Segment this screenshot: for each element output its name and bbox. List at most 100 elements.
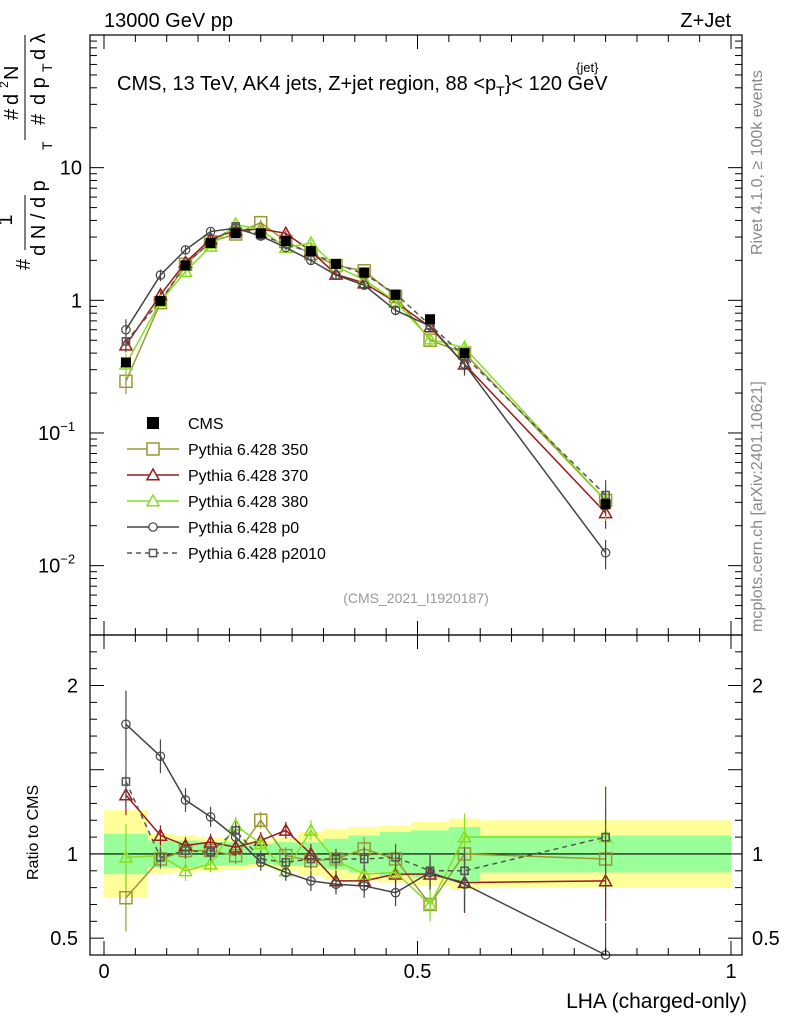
data-point [390,887,401,898]
x-tick-label: 1 [725,961,736,983]
svg-text:#: # [13,258,35,270]
series-line [125,227,607,554]
ratio-plot-area [90,690,742,960]
legend-label: Pythia 6.428 370 [188,468,308,485]
main-y-axis-label: # 1 d N / d p T # d 2 N # d p T d λ [0,33,55,270]
legend-entry: CMS [147,416,224,433]
data-point [253,836,269,850]
legend-label: Pythia 6.428 350 [188,442,308,459]
legend: CMS Pythia 6.428 350 Pythia 6.428 370 Pythi… [127,416,326,563]
ratio-y-tick-label: 2 [67,676,78,698]
cms-data-point [359,267,370,278]
data-point [119,890,133,905]
svg-text:d N / d p: d N / d p [28,180,50,256]
ratio-y-axis-label: Ratio to CMS [25,785,42,880]
data-point [390,305,401,316]
main-title: CMS, 13 TeV, AK4 jets, Z+jet region, 88 … [117,73,608,99]
y-tick-label: 1 [71,290,82,312]
data-point [601,832,610,842]
data-point [425,866,435,876]
legend-entry: Pythia 6.428 p2010 [127,546,326,563]
data-point [254,813,268,828]
legend-label: CMS [188,416,224,433]
x-tick-label: 0.5 [404,961,432,983]
cms-data-point [330,258,341,269]
ratio-y-tick-label-right: 2 [752,676,763,698]
data-point [228,839,243,853]
cms-data-point [205,238,216,249]
data-point [181,846,190,855]
axes: 10−2 10−1 1 10 0.5 0.5 1 1 2 2 0 0.5 1 [38,34,780,983]
data-point [121,777,131,786]
data-point [156,852,165,862]
data-point [180,245,191,255]
energy-label: 13000 GeV pp [104,10,233,32]
title-sup: {jet} [576,60,599,75]
legend-label: Pythia 6.428 p0 [188,520,299,537]
data-point [359,280,370,291]
svg-text:N: N [1,66,23,80]
mcplots-label: mcplots.cern.ch [arXiv:2401.10621] [749,381,766,632]
data-point [155,270,166,280]
title-tail: }< 120 GeV [505,73,609,95]
cms-data-point [280,235,291,246]
cms-data-point [180,260,191,271]
cms-data-point [255,228,266,239]
svg-text:d: d [1,94,23,105]
cms-data-point [390,289,401,300]
data-point [121,719,131,730]
legend-entry: Pythia 6.428 350 [127,442,308,459]
data-point [331,270,341,280]
svg-text:d p: d p [28,77,50,105]
ratio-y-tick-label: 1 [67,844,78,866]
data-point [359,854,369,864]
legend-entry: Pythia 6.428 p0 [127,520,299,537]
cms-data-point [425,314,436,325]
series-line [125,223,607,501]
data-point [460,866,469,876]
data-point [331,879,341,890]
data-point [422,896,438,911]
data-point [203,856,218,870]
data-point [206,847,215,857]
data-point [306,854,316,864]
svg-text:1: 1 [0,214,17,225]
data-point [121,337,131,346]
data-point [153,827,168,841]
data-point [145,467,161,481]
cms-data-point [600,499,611,510]
data-point [256,854,266,864]
data-point [205,812,216,822]
data-point [178,263,193,278]
legend-marker [147,417,159,429]
data-point [388,864,403,879]
cms-data-point [155,295,166,306]
data-point [278,822,294,836]
y-tick-label: 10−1 [38,419,75,445]
ratio-y-tick-label-right: 1 [752,844,763,866]
data-point [155,751,166,762]
svg-text:T: T [39,63,55,72]
legend-label: Pythia 6.428 p2010 [188,546,326,563]
data-point [422,331,438,345]
data-point [391,852,400,862]
cms-data-point [120,357,131,368]
data-point [331,854,341,864]
cms-data-point [459,348,470,359]
ratio-y-tick-label: 0.5 [50,928,78,950]
title-sub: T [496,83,505,99]
ratio-y-tick-label-right: 0.5 [752,928,780,950]
data-point [306,876,316,886]
data-point [457,829,472,843]
analysis-tag: (CMS_2021_I1920187) [343,590,489,606]
legend-entry: Pythia 6.428 370 [127,467,308,485]
svg-text:#: # [28,113,50,125]
cms-data-point [305,246,316,257]
data-point [281,858,291,867]
data-point [145,493,161,507]
data-point [148,548,158,558]
process-label: Z+Jet [680,10,731,32]
data-point [205,226,216,237]
data-point [303,822,319,836]
